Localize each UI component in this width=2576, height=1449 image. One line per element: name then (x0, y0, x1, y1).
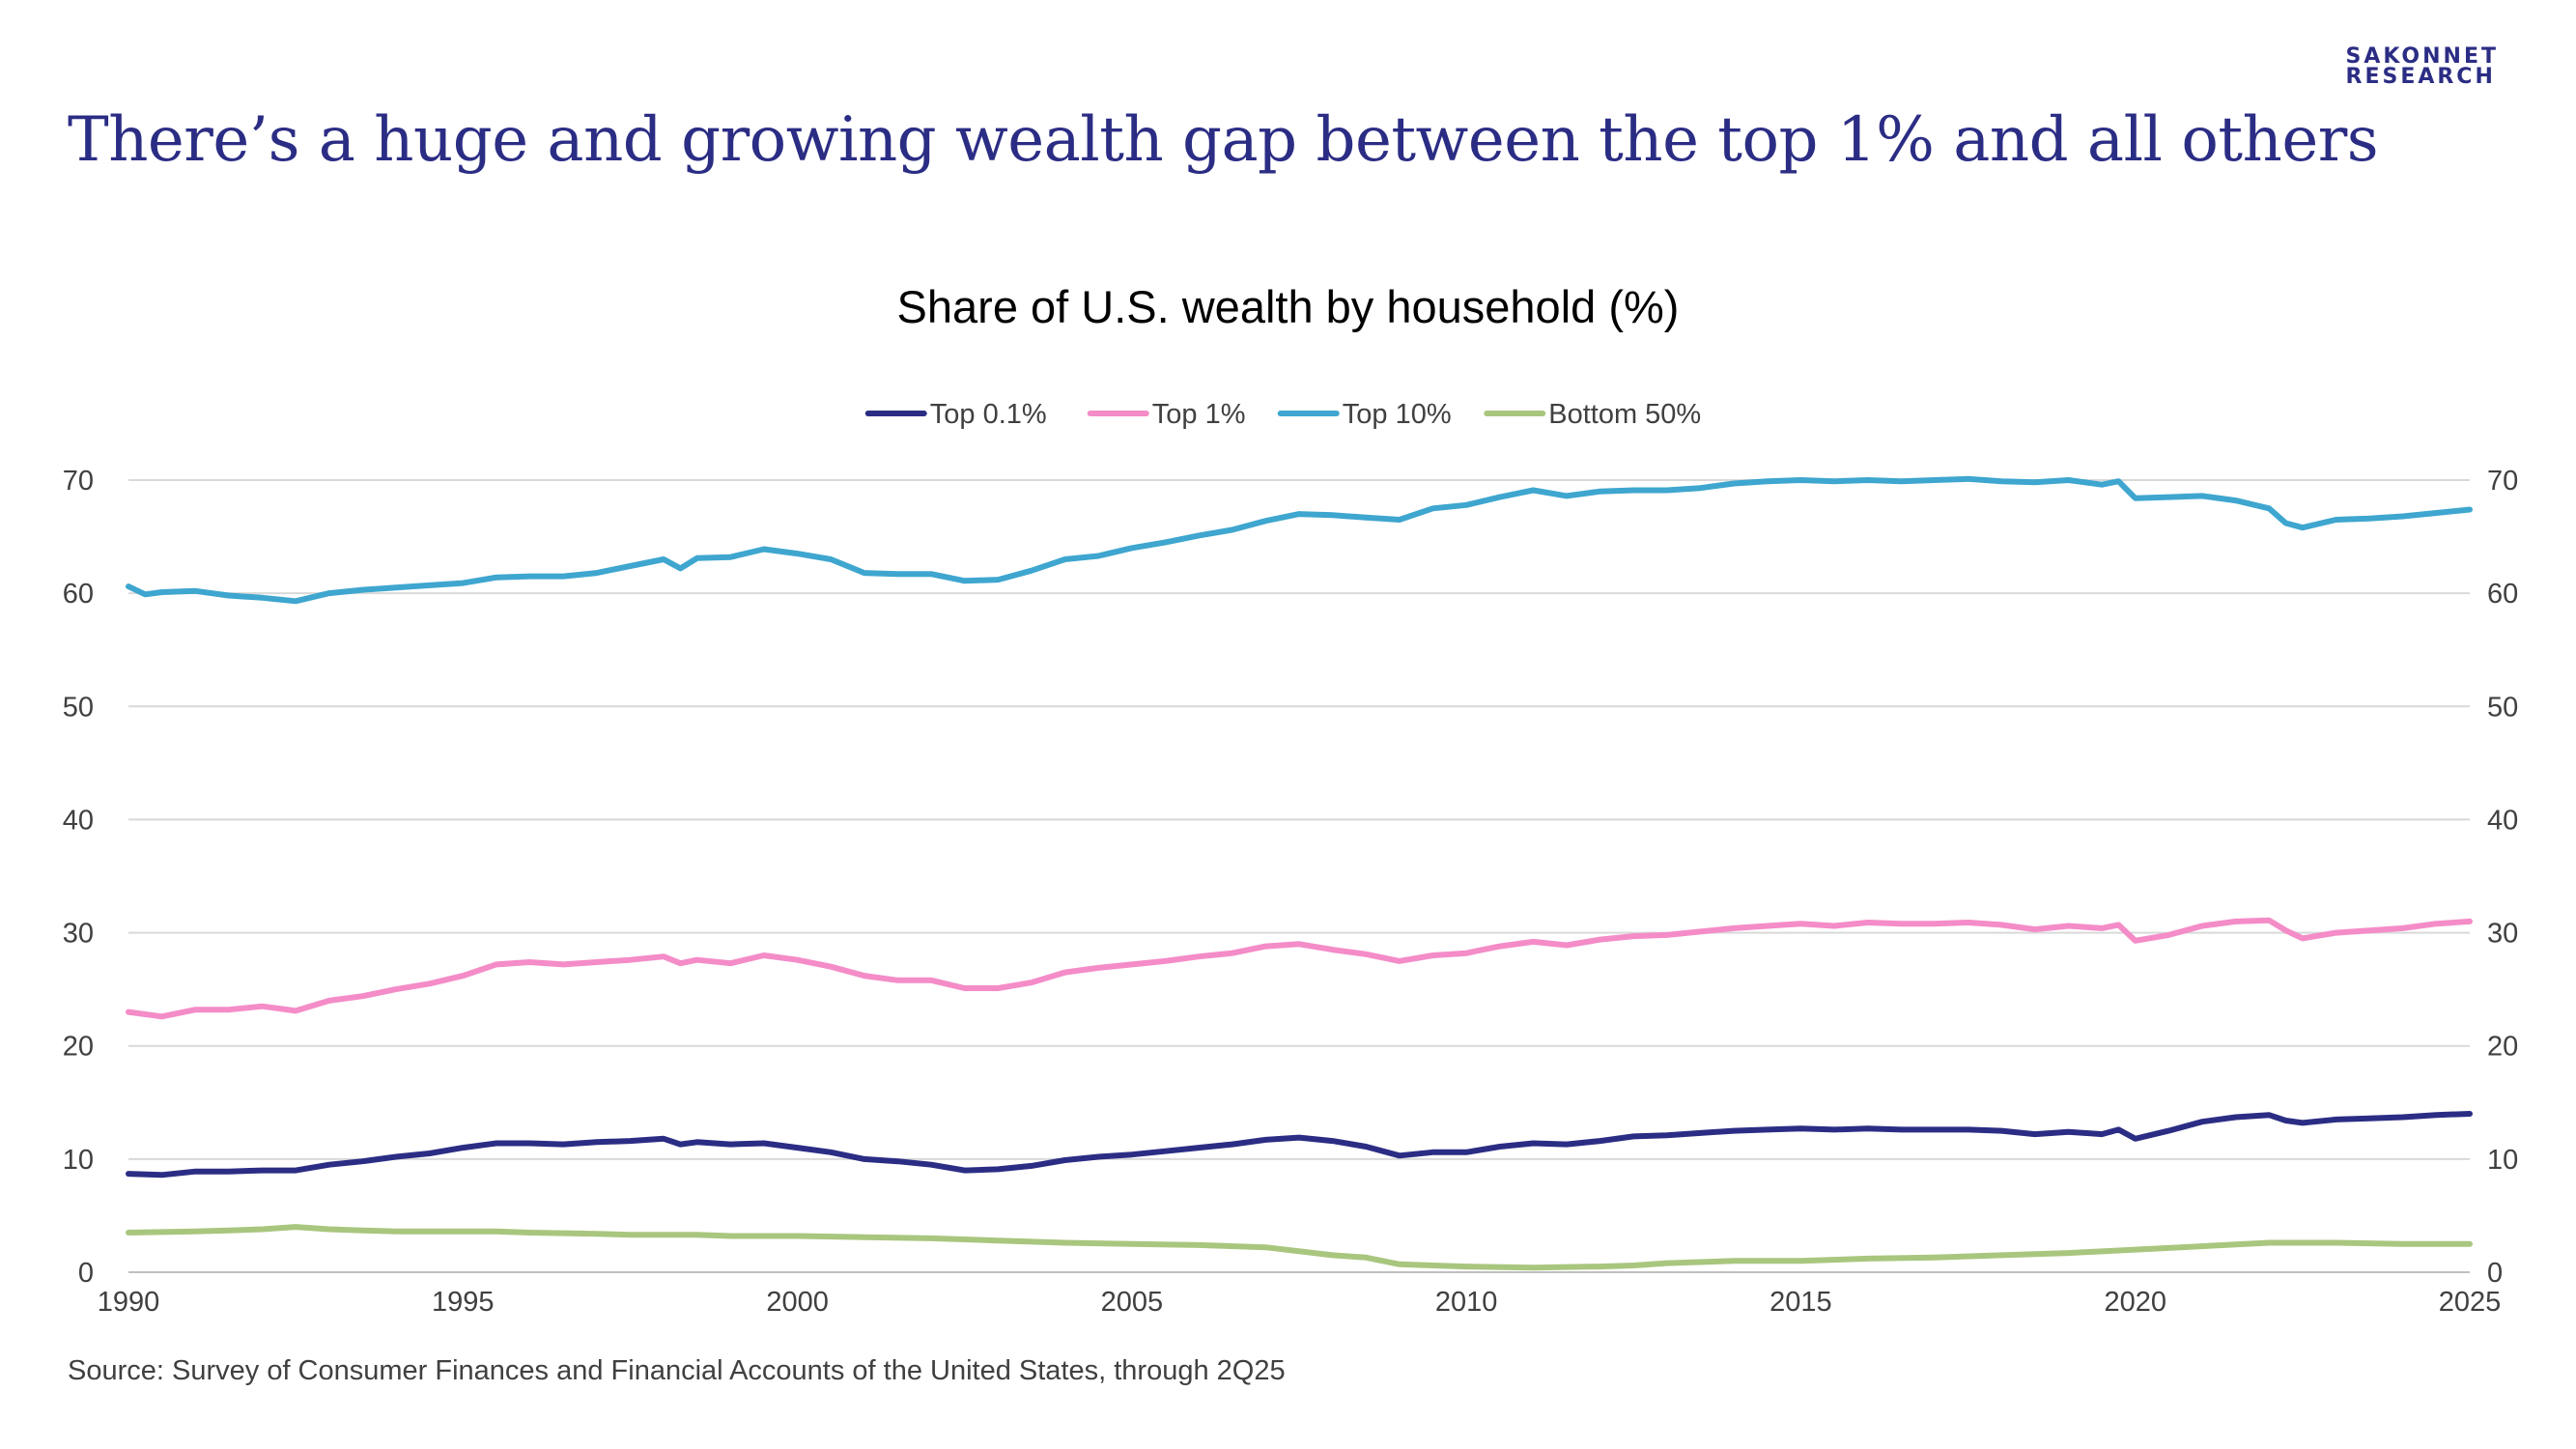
page-headline: There’s a huge and growing wealth gap be… (68, 104, 2379, 176)
x-axis: 1990 1995 2000 2005 2010 2015 2020 2025 (98, 1287, 2502, 1318)
grid-lines (128, 479, 2470, 1273)
y-axis-left: 0 10 20 30 40 50 60 70 (63, 466, 94, 1289)
series-line-4 (126, 1224, 2473, 1271)
y-tick-label-right: 70 (2487, 466, 2518, 497)
source-note: Source: Survey of Consumer Finances and … (68, 1355, 1286, 1386)
legend-item: Bottom 50% (1484, 399, 1701, 430)
legend-label: Bottom 50% (1548, 399, 1701, 430)
y-tick-label-left: 20 (63, 1032, 94, 1063)
y-tick-label-left: 60 (63, 579, 94, 610)
legend-item: Top 1% (1087, 399, 1246, 430)
legend-item: Top 10% (1277, 399, 1452, 430)
series-lines (126, 475, 2473, 1271)
x-tick-label: 2005 (1101, 1287, 1164, 1318)
brand-logo-line2: RESEARCH (2345, 65, 2496, 89)
y-tick-label-right: 20 (2487, 1032, 2518, 1063)
brand-logo: SAKONNET RESEARCH (2345, 44, 2500, 89)
y-tick-label-left: 10 (63, 1145, 94, 1176)
series-line-2 (126, 917, 2473, 1020)
y-tick-label-right: 0 (2487, 1258, 2503, 1289)
legend-label: Top 1% (1152, 399, 1246, 430)
y-tick-label-left: 30 (63, 919, 94, 950)
y-tick-label-right: 50 (2487, 692, 2518, 723)
y-tick-label-left: 40 (63, 805, 94, 836)
y-tick-label-right: 60 (2487, 579, 2518, 610)
y-tick-label-right: 30 (2487, 919, 2518, 950)
legend-label: Top 0.1% (930, 399, 1047, 430)
y-tick-label-right: 10 (2487, 1145, 2518, 1176)
y-tick-label-left: 70 (63, 466, 94, 497)
legend-item: Top 0.1% (864, 399, 1047, 430)
x-tick-label: 2010 (1435, 1287, 1498, 1318)
brand-logo-line1: SAKONNET (2345, 44, 2499, 69)
y-tick-label-left: 0 (78, 1258, 94, 1289)
x-tick-label: 1995 (432, 1287, 495, 1318)
y-tick-label-left: 50 (63, 692, 94, 723)
x-tick-label: 2020 (2104, 1287, 2166, 1318)
legend-label: Top 10% (1343, 399, 1452, 430)
x-tick-label: 2000 (766, 1287, 829, 1318)
chart-legend: Top 0.1% Top 1% Top 10% Bottom 50% (864, 399, 1701, 430)
y-tick-label-right: 40 (2487, 805, 2518, 836)
series-line-1 (126, 1111, 2473, 1179)
x-tick-label: 1990 (98, 1287, 160, 1318)
y-axis-right: 0 10 20 30 40 50 60 70 (2487, 466, 2518, 1289)
chart-title: Share of U.S. wealth by household (%) (896, 281, 1680, 332)
x-tick-label: 2015 (1769, 1287, 1832, 1318)
series-line-3 (126, 475, 2473, 605)
x-tick-label: 2025 (2439, 1287, 2502, 1318)
